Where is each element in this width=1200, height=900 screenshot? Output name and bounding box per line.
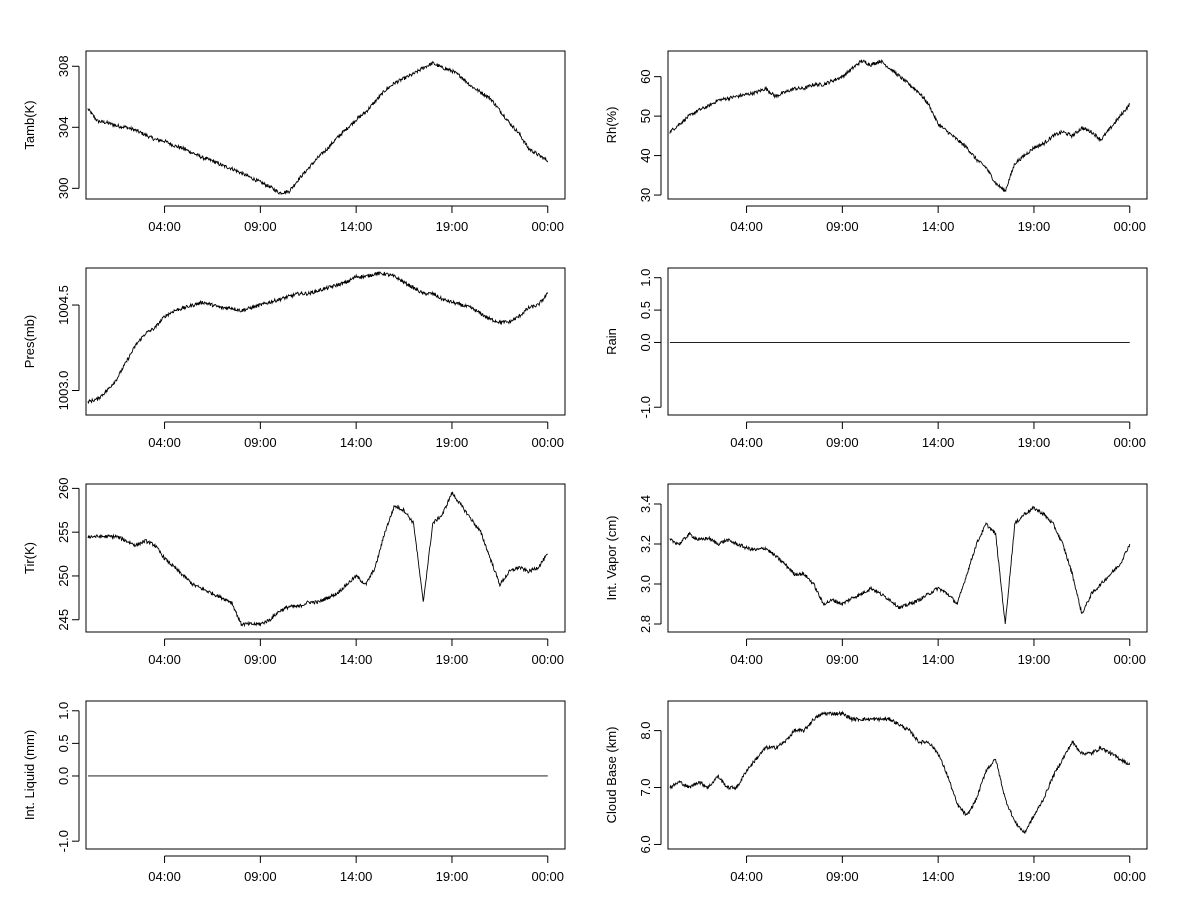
y-tick-label: 40 xyxy=(638,148,653,162)
panel-3: 04:00 09:00 14:00 19:00 00:00 1003.0 1004.5 Pre… xyxy=(22,268,565,450)
x-tick-label: 09:00 xyxy=(826,219,859,234)
y-axis-label: Int. Liquid (mm) xyxy=(22,730,37,820)
x-tick-label: 04:00 xyxy=(148,219,181,234)
panel-1: 04:00 09:00 14:00 19:00 00:00 300 304 308 Tamb(K… xyxy=(22,51,565,234)
x-tick-label: 09:00 xyxy=(826,435,859,450)
x-tick-label: 14:00 xyxy=(340,219,373,234)
panel-6: 04:00 09:00 14:00 19:00 00:00 2.8 3.0 3.2 3.4 Int… xyxy=(604,484,1147,667)
panel-2: 04:00 09:00 14:00 19:00 00:00 30 40 50 60 Rh(%) xyxy=(604,51,1147,234)
y-tick-label: -1.0 xyxy=(638,396,653,418)
plot-frame xyxy=(86,268,565,415)
panel-4: 04:00 09:00 14:00 19:00 00:00 -1.0 0.0 0.5 1.0 Ra… xyxy=(604,268,1147,450)
x-tick-label: 00:00 xyxy=(1113,219,1146,234)
x-tick-label: 19:00 xyxy=(1018,219,1051,234)
x-tick-label: 04:00 xyxy=(148,435,181,450)
y-tick-label: 308 xyxy=(56,55,71,77)
x-tick-label: 04:00 xyxy=(148,652,181,667)
x-tick-label: 14:00 xyxy=(922,219,955,234)
series-line xyxy=(88,62,548,194)
x-tick-label: 14:00 xyxy=(340,435,373,450)
y-axis-label: Cloud Base (km) xyxy=(604,727,619,824)
panel-8: 04:00 09:00 14:00 19:00 00:00 6.0 7.0 8.0 Cloud … xyxy=(604,701,1147,884)
x-tick-label: 19:00 xyxy=(436,652,469,667)
x-tick-label: 19:00 xyxy=(1018,869,1051,884)
x-tick-label: 14:00 xyxy=(340,869,373,884)
y-tick-label: 304 xyxy=(56,116,71,138)
x-tick-label: 14:00 xyxy=(922,869,955,884)
series-line xyxy=(88,272,548,403)
y-axis-label: Tamb(K) xyxy=(22,100,37,149)
y-tick-label: 245 xyxy=(56,609,71,631)
y-tick-label: 1.0 xyxy=(56,702,71,720)
y-tick-label: 3.2 xyxy=(638,535,653,553)
y-tick-label: 7.0 xyxy=(638,778,653,796)
y-tick-label: 30 xyxy=(638,188,653,202)
y-tick-label: 300 xyxy=(56,177,71,199)
x-tick-label: 19:00 xyxy=(436,219,469,234)
y-tick-label: 8.0 xyxy=(638,722,653,740)
y-tick-label: 1.0 xyxy=(638,269,653,287)
series-line xyxy=(670,712,1130,833)
y-tick-label: 3.0 xyxy=(638,575,653,593)
y-tick-label: 1004.5 xyxy=(56,285,71,325)
y-tick-label: 250 xyxy=(56,565,71,587)
plot-frame xyxy=(668,701,1147,849)
x-tick-label: 19:00 xyxy=(1018,652,1051,667)
y-tick-label: -1.0 xyxy=(56,830,71,852)
y-tick-label: 60 xyxy=(638,69,653,83)
x-tick-label: 00:00 xyxy=(531,435,564,450)
y-tick-label: 0.0 xyxy=(638,333,653,351)
y-tick-label: 2.8 xyxy=(638,615,653,633)
x-tick-label: 04:00 xyxy=(730,652,763,667)
plot-frame xyxy=(86,701,565,849)
panel-5: 04:00 09:00 14:00 19:00 00:00 245 250 255 260 Tir… xyxy=(22,478,565,667)
y-tick-label: 6.0 xyxy=(638,835,653,853)
y-tick-label: 255 xyxy=(56,521,71,543)
y-tick-label: 0.5 xyxy=(56,734,71,752)
panel-7: 04:00 09:00 14:00 19:00 00:00 -1.0 0.0 0.5 1.0 In… xyxy=(22,701,565,884)
x-tick-label: 09:00 xyxy=(244,869,277,884)
x-tick-label: 09:00 xyxy=(244,435,277,450)
x-tick-label: 00:00 xyxy=(1113,652,1146,667)
y-tick-label: 3.4 xyxy=(638,495,653,513)
x-tick-label: 00:00 xyxy=(1113,435,1146,450)
x-tick-label: 19:00 xyxy=(436,869,469,884)
y-tick-label: 0.5 xyxy=(638,301,653,319)
x-tick-label: 14:00 xyxy=(922,435,955,450)
y-axis-label: Rain xyxy=(604,328,619,355)
x-tick-label: 00:00 xyxy=(531,869,564,884)
plot-frame xyxy=(668,51,1147,199)
x-tick-label: 14:00 xyxy=(922,652,955,667)
y-tick-label: 0.0 xyxy=(56,767,71,785)
x-tick-label: 14:00 xyxy=(340,652,373,667)
x-tick-label: 04:00 xyxy=(730,869,763,884)
plot-frame xyxy=(668,268,1147,415)
plot-frame xyxy=(86,51,565,199)
x-tick-label: 09:00 xyxy=(826,869,859,884)
x-tick-label: 00:00 xyxy=(531,219,564,234)
x-tick-label: 19:00 xyxy=(436,435,469,450)
x-tick-label: 09:00 xyxy=(826,652,859,667)
plot-frame xyxy=(668,484,1147,632)
y-tick-label: 260 xyxy=(56,478,71,500)
y-axis-label: Tir(K) xyxy=(22,542,37,574)
y-tick-label: 1003.0 xyxy=(56,371,71,411)
series-line xyxy=(670,507,1130,624)
x-tick-label: 04:00 xyxy=(730,435,763,450)
y-axis-label: Pres(mb) xyxy=(22,315,37,368)
y-axis-label: Rh(%) xyxy=(604,107,619,144)
x-tick-label: 00:00 xyxy=(531,652,564,667)
x-tick-label: 09:00 xyxy=(244,219,277,234)
y-tick-label: 50 xyxy=(638,109,653,123)
y-axis-label: Int. Vapor (cm) xyxy=(604,515,619,600)
x-tick-label: 00:00 xyxy=(1113,869,1146,884)
plot-frame xyxy=(86,484,565,632)
x-tick-label: 19:00 xyxy=(1018,435,1051,450)
series-line xyxy=(88,492,548,626)
x-tick-label: 04:00 xyxy=(730,219,763,234)
series-line xyxy=(670,60,1130,192)
x-tick-label: 09:00 xyxy=(244,652,277,667)
x-tick-label: 04:00 xyxy=(148,869,181,884)
